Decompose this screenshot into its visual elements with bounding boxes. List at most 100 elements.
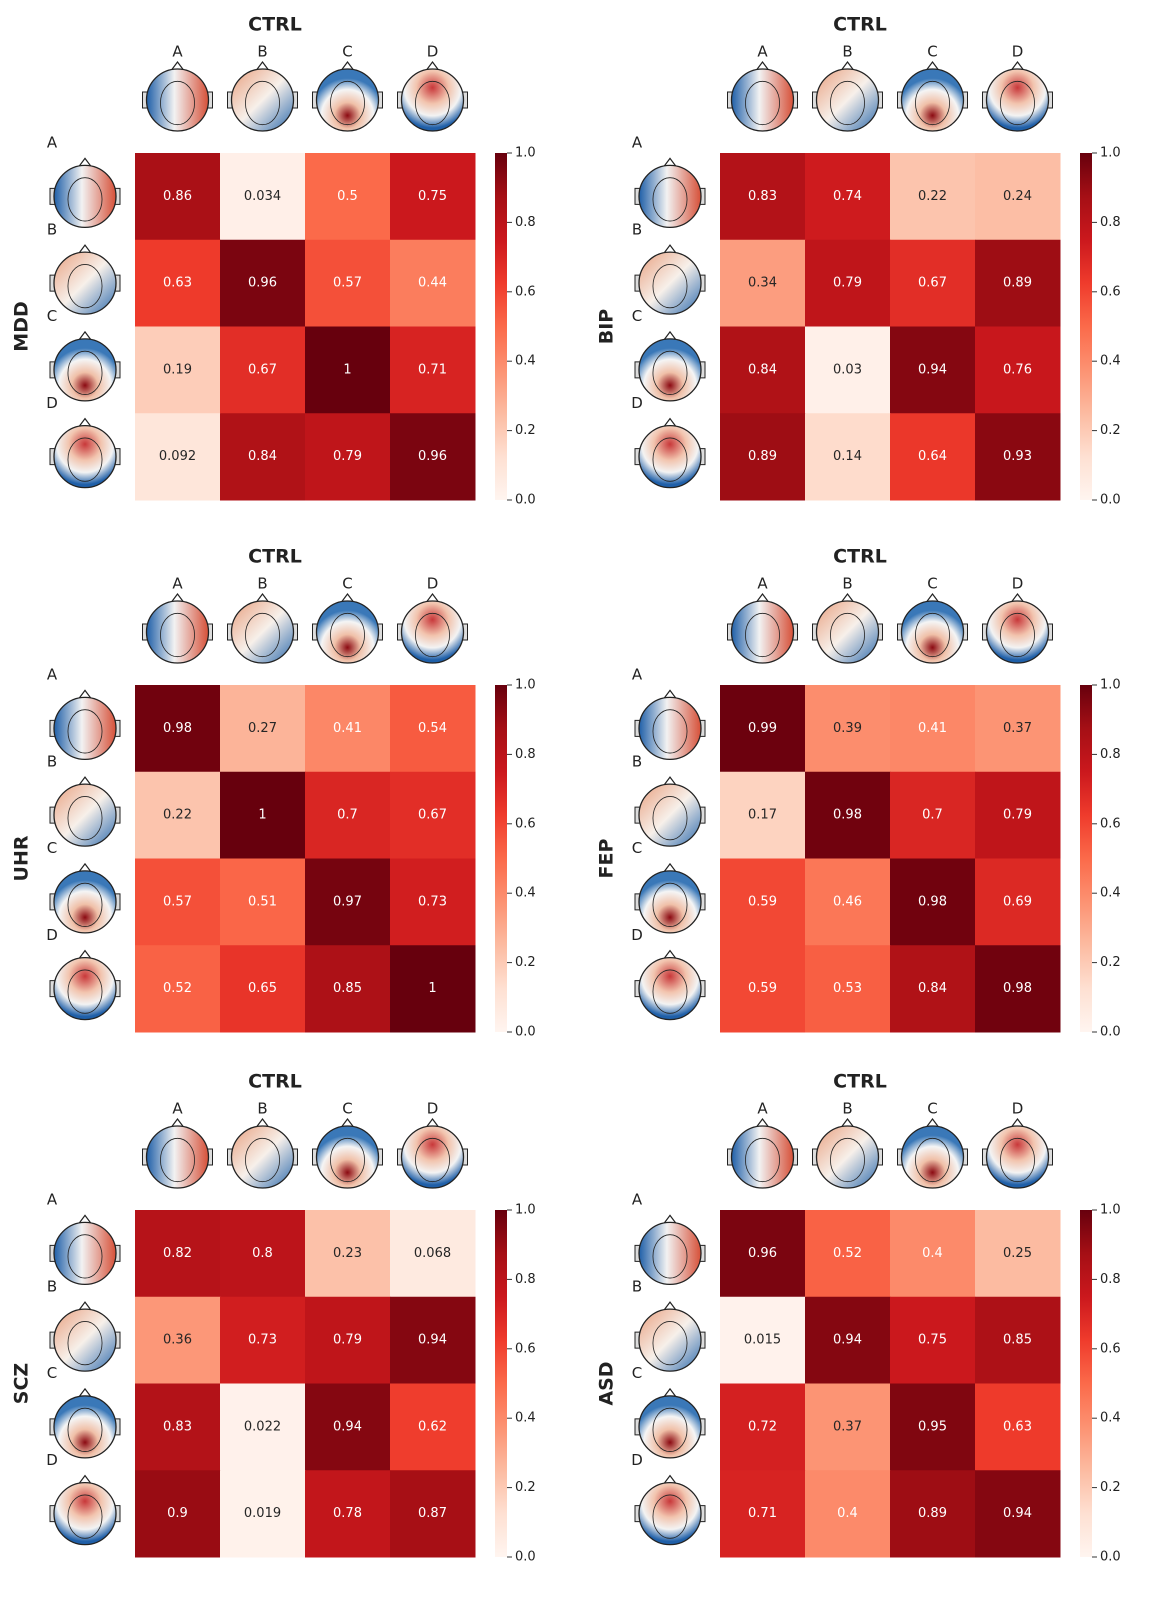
y-tick-label: C	[632, 839, 642, 857]
cell-label: 0.25	[1003, 1246, 1032, 1261]
topomap	[635, 1389, 705, 1458]
topomap	[728, 62, 798, 131]
cell-label: 0.63	[163, 276, 192, 291]
cell-label: 0.94	[333, 1419, 362, 1434]
cell-label: 0.67	[248, 362, 277, 377]
y-tick-label: D	[631, 394, 643, 412]
topomap-head	[639, 958, 701, 1020]
cell-label: 0.71	[748, 1506, 777, 1521]
topomap	[313, 594, 383, 663]
cell-label: 0.96	[418, 449, 447, 464]
cell-label: 0.98	[918, 894, 947, 909]
colorbar-tick-label: 0.4	[1100, 1411, 1121, 1426]
colorbar-tick-label: 0.0	[1100, 1550, 1121, 1565]
cell-label: 0.37	[1003, 721, 1032, 736]
cell-label: 0.41	[918, 721, 947, 736]
topomap-head	[54, 1222, 116, 1284]
x-tick-label: D	[1012, 43, 1024, 61]
cell-label: 0.96	[248, 276, 277, 291]
cell-label: 0.98	[163, 721, 192, 736]
y-tick-label: C	[47, 1364, 57, 1382]
y-tick-label: A	[47, 1191, 58, 1209]
topomap	[50, 690, 120, 759]
x-tick-label: C	[927, 575, 937, 593]
cell-label: 0.7	[337, 808, 358, 823]
topomap	[50, 1302, 120, 1371]
colorbar	[1080, 1210, 1092, 1557]
cell-label: 0.22	[918, 189, 947, 204]
cell-label: 0.39	[833, 721, 862, 736]
cell-label: 0.57	[333, 276, 362, 291]
y-tick-label: A	[632, 134, 643, 152]
x-tick-label: A	[757, 1100, 768, 1118]
topomap	[228, 594, 298, 663]
cell-label: 0.034	[244, 189, 281, 204]
cell-label: 0.67	[918, 276, 947, 291]
topomap	[635, 690, 705, 759]
colorbar-tick-label: 1.0	[515, 146, 536, 161]
y-tick-label: D	[631, 1451, 643, 1469]
cell-label: 0.73	[418, 894, 447, 909]
cell-label: 0.62	[418, 1419, 447, 1434]
cell-label: 0.95	[918, 1419, 947, 1434]
cell-label: 0.78	[333, 1506, 362, 1521]
colorbar-tick-label: 0.2	[1100, 1480, 1121, 1495]
y-tick-label: D	[46, 1451, 58, 1469]
topomap	[635, 1476, 705, 1545]
topomap-head	[54, 165, 116, 227]
topomap	[635, 419, 705, 488]
topomap-head	[639, 1222, 701, 1284]
topomap	[635, 158, 705, 227]
topomap	[50, 419, 120, 488]
cell-label: 0.76	[1003, 362, 1032, 377]
colorbar-tick-label: 0.8	[1100, 747, 1121, 762]
colorbar-tick-label: 0.6	[515, 816, 536, 831]
colorbar-tick-label: 0.6	[1100, 816, 1121, 831]
topomap-head	[817, 1126, 879, 1188]
topomap-head	[147, 69, 209, 131]
cell-label: 0.46	[833, 894, 862, 909]
y-axis-label: SCZ	[11, 1363, 33, 1404]
topomap-head	[54, 958, 116, 1020]
topomap	[228, 62, 298, 131]
x-tick-label: A	[172, 1100, 183, 1118]
colorbar-tick-label: 0.2	[1100, 955, 1121, 970]
topomap-head	[54, 252, 116, 314]
x-tick-label: A	[757, 575, 768, 593]
topomap-head	[732, 601, 794, 663]
topomap	[635, 864, 705, 933]
cell-label: 0.82	[163, 1246, 192, 1261]
topomap	[635, 245, 705, 314]
cell-label: 0.96	[748, 1246, 777, 1261]
topomap-head	[987, 601, 1049, 663]
topomap-head	[402, 1126, 464, 1188]
topomap-head	[54, 871, 116, 933]
topomap	[143, 62, 213, 131]
topomap-head	[902, 1126, 964, 1188]
y-axis-label: FEP	[596, 838, 618, 878]
y-tick-label: B	[47, 752, 57, 770]
cell-label: 0.85	[333, 981, 362, 996]
cell-label: 0.73	[248, 1333, 277, 1348]
colorbar-tick-label: 0.2	[515, 423, 536, 438]
cell-label: 0.9	[167, 1506, 188, 1521]
x-tick-label: C	[927, 43, 937, 61]
colorbar-tick-label: 0.4	[515, 886, 536, 901]
cell-label: 0.5	[337, 189, 358, 204]
topomap-head	[639, 252, 701, 314]
y-tick-label: A	[47, 134, 58, 152]
cell-label: 0.99	[748, 721, 777, 736]
cell-label: 0.022	[244, 1419, 281, 1434]
chart-title: CTRL	[833, 1071, 887, 1093]
cell-label: 0.85	[1003, 1333, 1032, 1348]
cell-label: 0.72	[748, 1419, 777, 1434]
topomap-head	[232, 601, 294, 663]
cell-label: 0.79	[1003, 808, 1032, 823]
colorbar-tick-label: 0.2	[515, 955, 536, 970]
y-tick-label: C	[47, 839, 57, 857]
colorbar-tick-label: 0.8	[515, 215, 536, 230]
colorbar-tick-label: 1.0	[1100, 1203, 1121, 1218]
cell-label: 0.36	[163, 1333, 192, 1348]
cell-label: 0.75	[418, 189, 447, 204]
colorbar-tick-label: 0.8	[1100, 215, 1121, 230]
